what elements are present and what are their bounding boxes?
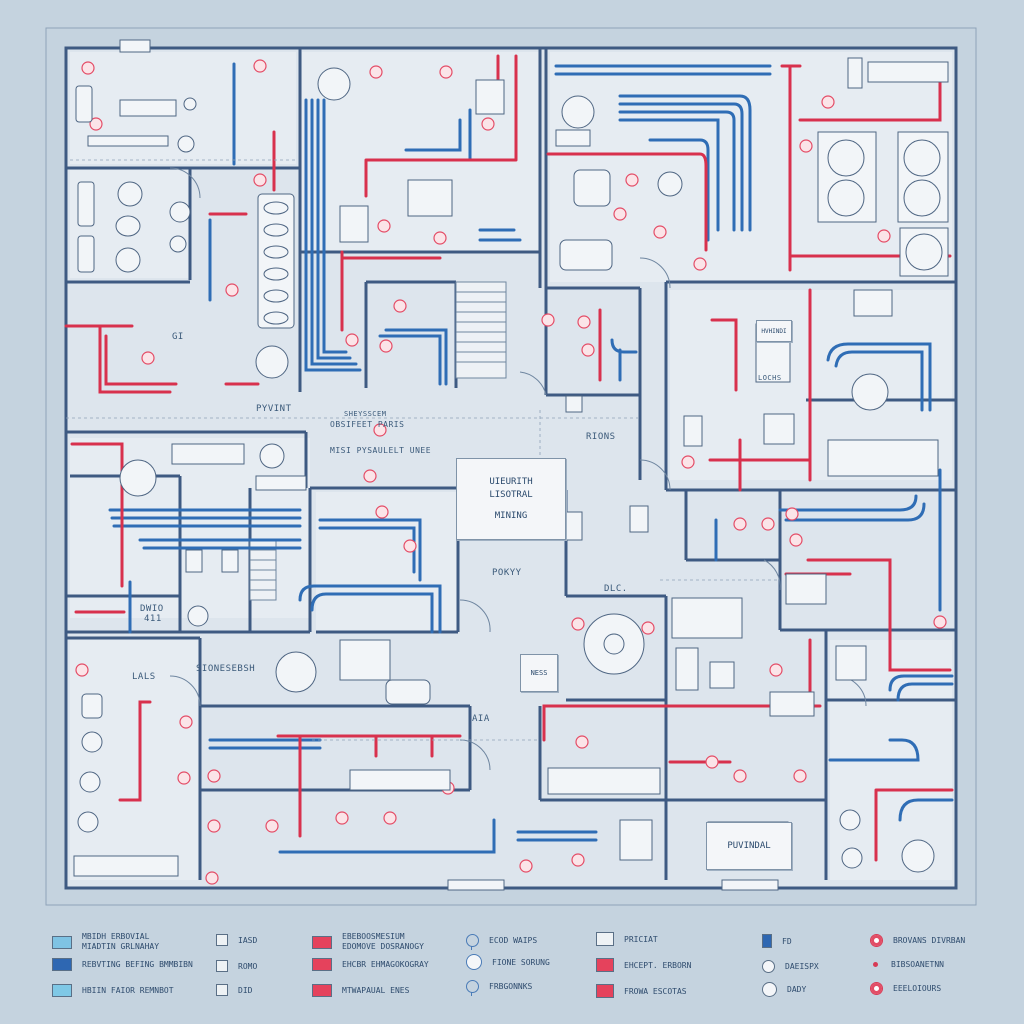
legend: MBIDH ERBOVIAL MIADTIN GRLNAHAY REBVTING… bbox=[0, 924, 1024, 1024]
legend-item: EHCBR EHMAGOKOGRAY bbox=[312, 958, 429, 971]
legend-label: DID bbox=[238, 985, 253, 995]
legend-item: MBIDH ERBOVIAL MIADTIN GRLNAHAY bbox=[52, 932, 159, 952]
legend-label: EHCEPT. ERBORN bbox=[624, 960, 692, 970]
legend-swatch bbox=[52, 935, 72, 949]
label-aia: AIA bbox=[472, 714, 490, 724]
legend-label: DADY bbox=[787, 985, 807, 994]
staircase bbox=[249, 281, 507, 601]
dimension-lines bbox=[66, 159, 780, 741]
meter-icon bbox=[466, 954, 482, 970]
fitting-icon bbox=[466, 980, 479, 996]
red-pipes bbox=[64, 54, 954, 862]
label-pvindal-text: PUVINDAL bbox=[727, 841, 771, 851]
legend-swatch bbox=[216, 934, 228, 946]
legend-item: ROMO bbox=[216, 960, 257, 972]
legend-label: FIONE SORUNG bbox=[492, 957, 550, 967]
legend-label: EBEBOOSMESIUM EDOMOVE DOSRANOGY bbox=[342, 932, 424, 952]
label-411: 411 bbox=[144, 614, 162, 624]
sensor-icon bbox=[870, 982, 883, 995]
legend-swatch bbox=[596, 958, 614, 972]
label-hvhindi-text: HVHINDI bbox=[761, 327, 787, 335]
center-note-line-3: MINING bbox=[494, 511, 528, 521]
legend-swatch bbox=[596, 932, 614, 946]
legend-swatch bbox=[216, 960, 228, 972]
legend-label: FROWA ESCOTAS bbox=[624, 986, 687, 996]
legend-item: DAEISPX bbox=[762, 960, 819, 973]
legend-label: BIBSOANETNN bbox=[891, 960, 944, 969]
legend-swatch bbox=[596, 984, 614, 998]
legend-item: FD bbox=[762, 934, 792, 948]
legend-label: MTWAPAUAL ENES bbox=[342, 986, 410, 995]
legend-item: EHCEPT. ERBORN bbox=[596, 958, 691, 972]
legend-label: PRICIAT bbox=[624, 934, 658, 944]
legend-item: DADY bbox=[762, 982, 806, 997]
legend-item: BIBSOANETNN bbox=[870, 960, 944, 969]
legend-item: REBVTING BEFING BMMBIBN bbox=[52, 958, 193, 971]
circle-icon bbox=[762, 982, 777, 997]
blue-pipes bbox=[108, 62, 954, 854]
legend-label: ECOD WAIPS bbox=[489, 936, 538, 945]
label-nes: NESS bbox=[520, 654, 558, 692]
label-lodis: LOCHS bbox=[758, 374, 782, 382]
legend-label: IASD bbox=[238, 935, 258, 945]
label-pvindal: PUVINDAL bbox=[706, 822, 792, 870]
legend-label: DAEISPX bbox=[785, 962, 819, 971]
legend-item: BROVANS DIVRBAN bbox=[870, 934, 965, 947]
legend-label: EHCBR EHMAGOKOGRAY bbox=[342, 960, 429, 969]
legend-label: REBVTING BEFING BMMBIBN bbox=[82, 960, 193, 969]
label-gi: GI bbox=[172, 332, 184, 342]
label-lals: LALS bbox=[132, 672, 156, 682]
center-note-line-2: LISOTRAL bbox=[489, 490, 533, 500]
legend-item: DID bbox=[216, 984, 252, 996]
fixtures bbox=[73, 39, 949, 891]
legend-label: FRBGONNKS bbox=[489, 982, 533, 991]
legend-item: EBEBOOSMESIUM EDOMOVE DOSRANOGY bbox=[312, 932, 424, 952]
legend-item: EEELOIOURS bbox=[870, 982, 941, 995]
legend-swatch bbox=[216, 984, 228, 996]
legend-item: IASD bbox=[216, 934, 257, 946]
label-pyvint: PYVINT bbox=[256, 404, 292, 414]
legend-item: FROWA ESCOTAS bbox=[596, 984, 687, 998]
sensor-icon bbox=[870, 934, 883, 947]
sensor-markers bbox=[75, 59, 947, 885]
label-dlc: DLC. bbox=[604, 584, 628, 594]
dot-icon bbox=[873, 962, 878, 967]
circle-icon bbox=[762, 960, 775, 973]
legend-label: HBIIN FAIOR REMNBOT bbox=[82, 986, 174, 995]
label-pokyy: POKYY bbox=[492, 568, 522, 578]
legend-item: FIONE SORUNG bbox=[466, 954, 550, 970]
legend-swatch bbox=[52, 984, 72, 997]
legend-item: FRBGONNKS bbox=[466, 980, 533, 996]
legend-swatch bbox=[312, 958, 332, 971]
center-note-line-1: UIEURITH bbox=[489, 477, 533, 487]
legend-text: MBIDH ERBOVIAL MIADTIN GRLNAHAY bbox=[82, 932, 160, 951]
center-note: UIEURITH LISOTRAL MINING bbox=[456, 458, 566, 540]
legend-label: EEELOIOURS bbox=[893, 984, 942, 993]
label-obj-bottom: OBSIFEET PARIS bbox=[330, 420, 405, 429]
floor-plan-diagram bbox=[45, 27, 977, 906]
legend-swatch bbox=[762, 934, 772, 948]
legend-label: BROVANS DIVRBAN bbox=[893, 936, 966, 945]
legend-label: MBIDH ERBOVIAL MIADTIN GRLNAHAY bbox=[82, 932, 159, 952]
legend-item: MTWAPAUAL ENES bbox=[312, 984, 409, 997]
legend-swatch bbox=[52, 958, 72, 971]
legend-item: PRICIAT bbox=[596, 932, 658, 946]
label-obj-top: SHEYSSCEM bbox=[344, 410, 387, 418]
legend-swatch bbox=[312, 984, 332, 997]
legend-item: ECOD WAIPS bbox=[466, 934, 538, 950]
label-sionses: SIONESEBSH bbox=[196, 664, 256, 674]
legend-swatch bbox=[312, 935, 332, 949]
legend-label: FD bbox=[782, 936, 792, 946]
label-dwio: DWIO bbox=[140, 604, 164, 614]
legend-text: EBEBOOSMESIUM EDOMOVE DOSRANOGY bbox=[342, 932, 424, 951]
label-mid: MISI PYSAULELT UNEE bbox=[330, 446, 432, 455]
label-rions: RIONS bbox=[586, 432, 616, 442]
valve-icon bbox=[466, 934, 479, 950]
label-hvhindi: HVHINDI bbox=[756, 320, 792, 342]
label-nes-text: NESS bbox=[530, 669, 548, 677]
legend-label: ROMO bbox=[238, 961, 258, 971]
legend-item: HBIIN FAIOR REMNBOT bbox=[52, 984, 174, 997]
sheet-frame bbox=[45, 27, 977, 906]
